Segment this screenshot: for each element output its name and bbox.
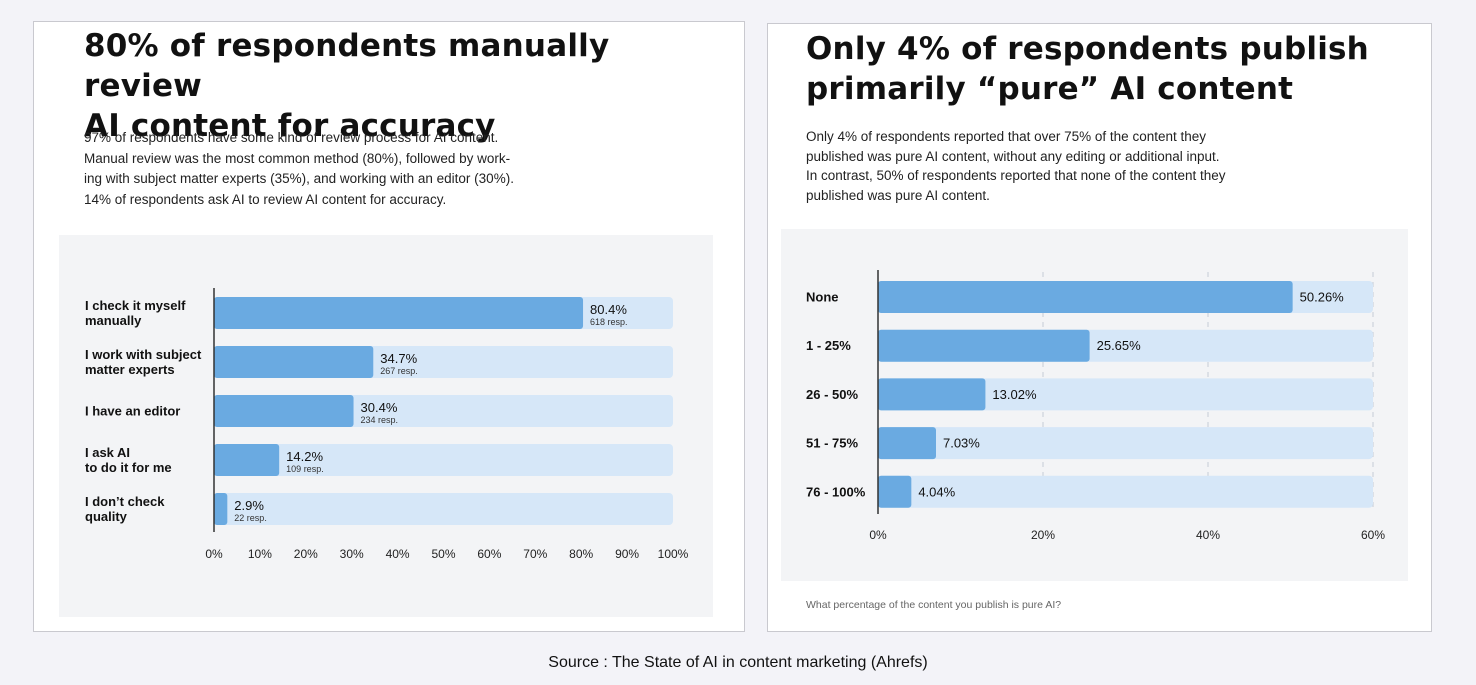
x-tick-label: 0% [205, 547, 223, 561]
value-label: 2.9% [234, 498, 264, 513]
category-label: 51 - 75% [806, 436, 858, 451]
value-label: 34.7% [380, 351, 417, 366]
response-count-label: 267 resp. [380, 366, 418, 376]
bar-track [878, 427, 1373, 460]
bar [214, 493, 228, 525]
category-label: manually [85, 313, 142, 328]
pure-ai-content-card: Only 4% of respondents publish primarily… [767, 23, 1432, 632]
category-label: I don’t check [85, 494, 165, 509]
x-tick-label: 90% [615, 547, 639, 561]
category-label: 1 - 25% [806, 338, 851, 353]
value-label: 4.04% [918, 484, 955, 499]
response-count-label: 234 resp. [361, 415, 399, 425]
bar [214, 395, 354, 427]
x-tick-label: 0% [869, 528, 887, 542]
x-tick-label: 30% [340, 547, 364, 561]
category-label: to do it for me [85, 460, 172, 475]
x-tick-label: 80% [569, 547, 593, 561]
value-label: 50.26% [1300, 290, 1345, 305]
bar-track [214, 493, 673, 525]
category-label: matter experts [85, 362, 175, 377]
value-label: 13.02% [992, 387, 1037, 402]
x-tick-label: 100% [658, 547, 689, 561]
category-label: quality [85, 509, 128, 524]
review-methods-card: 80% of respondents manually review AI co… [33, 21, 745, 632]
value-label: 80.4% [590, 302, 627, 317]
category-label: None [806, 290, 839, 305]
value-label: 25.65% [1097, 338, 1142, 353]
category-label: 26 - 50% [806, 387, 858, 402]
bar-track [878, 378, 1373, 411]
value-label: 7.03% [943, 436, 980, 451]
survey-question: What percentage of the content you publi… [806, 599, 1062, 611]
x-tick-label: 40% [386, 547, 410, 561]
category-label: I check it myself [85, 298, 186, 313]
x-tick-label: 60% [1361, 528, 1385, 542]
x-tick-label: 10% [248, 547, 272, 561]
bar [878, 427, 936, 460]
bar [878, 329, 1090, 362]
x-tick-label: 70% [523, 547, 547, 561]
response-count-label: 109 resp. [286, 464, 324, 474]
response-count-label: 22 resp. [234, 513, 267, 523]
bar [878, 378, 986, 411]
pure-ai-content-chart: None 50.26% 1 - 25% 25.65% 26 - 50% 13.02% 51 … [806, 270, 1385, 542]
card-title: Only 4% of respondents publish primarily… [806, 31, 1369, 107]
bar-track [878, 475, 1373, 508]
card-description: 97% of respondents have some kind of rev… [84, 130, 514, 207]
bar [878, 281, 1293, 313]
x-tick-label: 20% [294, 547, 318, 561]
bar [214, 444, 280, 476]
bar-track [214, 444, 673, 476]
card-description: Only 4% of respondents reported that ove… [806, 129, 1226, 203]
bar [214, 346, 374, 378]
value-label: 14.2% [286, 449, 323, 464]
category-label: 76 - 100% [806, 484, 866, 499]
x-tick-label: 40% [1196, 528, 1220, 542]
bar [878, 475, 912, 508]
category-label: I work with subject [85, 347, 202, 362]
card-title: 80% of respondents manually review AI co… [84, 28, 610, 144]
category-label: I ask AI [85, 445, 130, 460]
x-tick-label: 50% [431, 547, 455, 561]
value-label: 30.4% [361, 400, 398, 415]
response-count-label: 618 resp. [590, 317, 628, 327]
category-label: I have an editor [85, 404, 180, 419]
source-caption: Source : The State of AI in content mark… [548, 654, 928, 671]
x-tick-label: 20% [1031, 528, 1055, 542]
x-tick-label: 60% [477, 547, 501, 561]
bar [214, 297, 584, 329]
